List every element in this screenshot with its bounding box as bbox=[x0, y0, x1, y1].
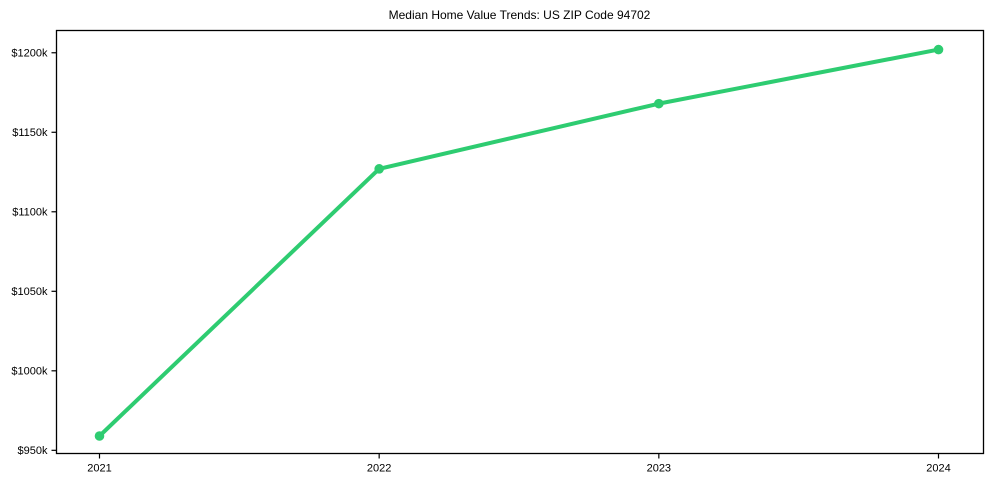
data-point-marker bbox=[654, 98, 664, 109]
chart-title: Median Home Value Trends: US ZIP Code 94… bbox=[388, 8, 651, 22]
x-tick-label: 2024 bbox=[926, 463, 950, 475]
data-point-marker bbox=[933, 44, 944, 55]
y-tick-label: $950k bbox=[18, 445, 48, 457]
x-tick-label: 2023 bbox=[647, 463, 671, 475]
x-tick-label: 2021 bbox=[87, 463, 111, 475]
y-tick-label: $1050k bbox=[11, 286, 48, 298]
plot-frame bbox=[55, 29, 985, 455]
x-tick-label: 2022 bbox=[367, 463, 391, 475]
trend-line bbox=[97, 47, 941, 439]
y-tick-label: $1150k bbox=[12, 127, 48, 139]
y-tick-label: $1100k bbox=[12, 207, 48, 219]
data-point-marker bbox=[374, 164, 384, 174]
data-point-marker bbox=[94, 431, 105, 441]
y-tick-label: $1200k bbox=[11, 48, 48, 60]
y-tick-label: $1000k bbox=[11, 366, 48, 378]
